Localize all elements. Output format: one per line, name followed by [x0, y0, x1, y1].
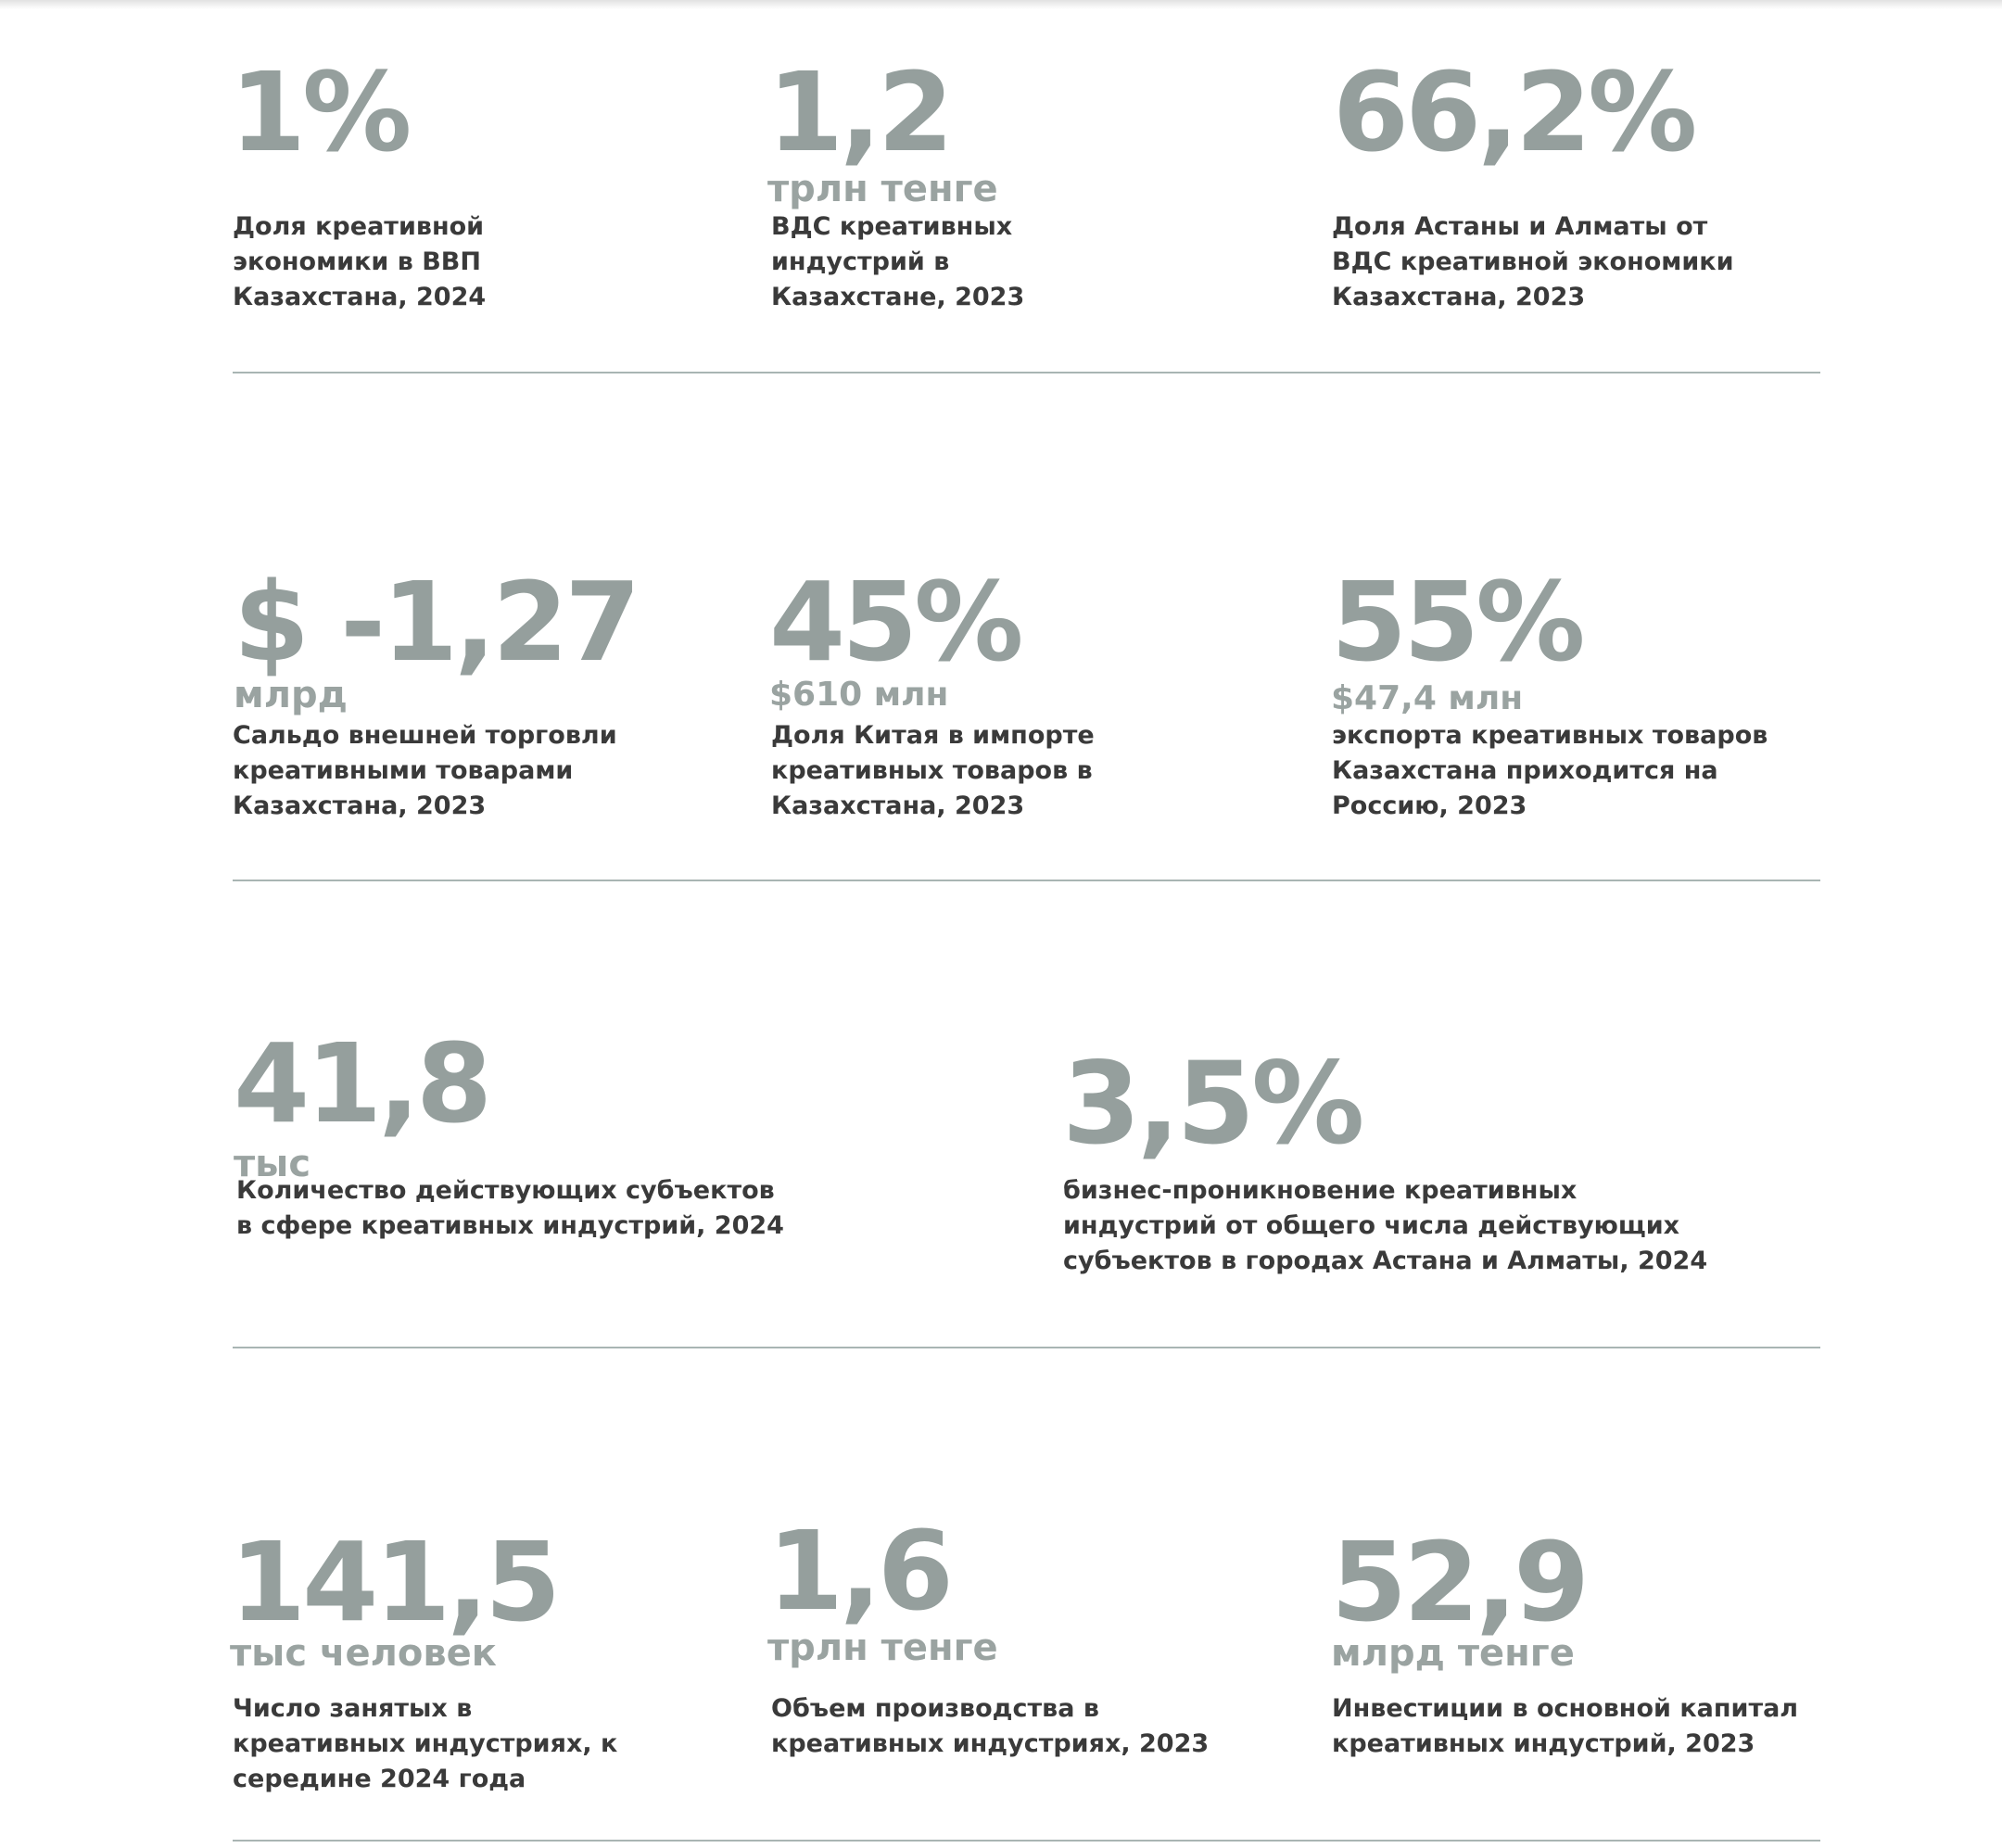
stat-unit: трлн тенге: [767, 168, 998, 210]
stat-description: Доля Астаны и Алматы от ВДС креативной э…: [1332, 212, 1734, 311]
stat-unit: $610 млн: [769, 676, 949, 714]
section-divider: [233, 880, 1820, 881]
section-divider: [233, 1840, 1820, 1842]
page-top-shadow: [0, 0, 2002, 9]
stat-value: 1,6: [767, 1507, 954, 1635]
stat-business-penetration: 3,5%: [1062, 1038, 1364, 1170]
stat-creative-gva: 1,2 трлн тенге: [767, 57, 998, 208]
stat-employed: 141,5 тыс человек: [230, 1518, 561, 1675]
stat-creative-gdp-share: 1%: [230, 48, 412, 176]
stat-value: 1,2: [767, 48, 954, 176]
stat-description: ВДС креативных индустрий в Казахстане, 2…: [771, 212, 1025, 311]
stat-description: экспорта креативных товаров Казахстана п…: [1332, 721, 1768, 820]
stat-value: 3,5%: [1062, 1038, 1364, 1170]
stat-value: 52,9: [1331, 1518, 1590, 1646]
section-divider: [233, 1347, 1820, 1348]
stat-description: Сальдо внешней торговли креативными това…: [233, 721, 617, 820]
stat-unit: млрд: [234, 674, 348, 716]
stat-fixed-capital-investment: 52,9 млрд тенге: [1331, 1518, 1590, 1675]
stat-astana-almaty-share: 66,2%: [1333, 48, 1697, 176]
stat-description: Доля креативной экономики в ВВП Казахста…: [233, 212, 487, 311]
stat-unit: $47,4 млн: [1331, 679, 1524, 717]
stat-value: 55%: [1331, 558, 1585, 686]
stat-description: Доля Китая в импорте креативных товаров …: [771, 721, 1095, 820]
stat-description: Объем производства в креативных индустри…: [771, 1694, 1210, 1758]
stat-production-volume: 1,6 трлн тенге: [767, 1516, 998, 1666]
stat-value: 1%: [230, 48, 412, 176]
stat-trade-balance: $ -1,27 млрд: [234, 558, 640, 716]
stat-active-entities: 41,8 тыс: [234, 1019, 492, 1185]
stat-value: 141,5: [230, 1518, 561, 1646]
stat-description: Количество действующих субъектов в сфере…: [236, 1176, 784, 1240]
stat-unit: тыс: [234, 1143, 311, 1185]
stat-unit: млрд тенге: [1331, 1632, 1575, 1675]
stat-russia-export-share: 55% $47,4 млн: [1331, 558, 1585, 717]
stat-description: Число занятых в креативных индустриях, к…: [233, 1694, 618, 1793]
stat-value: $ -1,27: [234, 558, 640, 686]
stat-value: 41,8: [234, 1019, 492, 1147]
stat-china-import-share: 45% $610 млн: [769, 558, 1023, 714]
stat-unit: трлн тенге: [767, 1626, 998, 1669]
stat-value: 45%: [769, 558, 1023, 686]
stat-description: Инвестиции в основной капитал креативных…: [1332, 1694, 1799, 1758]
stat-unit: тыс человек: [230, 1632, 497, 1675]
stat-description: бизнес-проникновение креативных индустри…: [1063, 1176, 1708, 1275]
stat-value: 66,2%: [1333, 48, 1697, 176]
section-divider: [233, 372, 1820, 373]
